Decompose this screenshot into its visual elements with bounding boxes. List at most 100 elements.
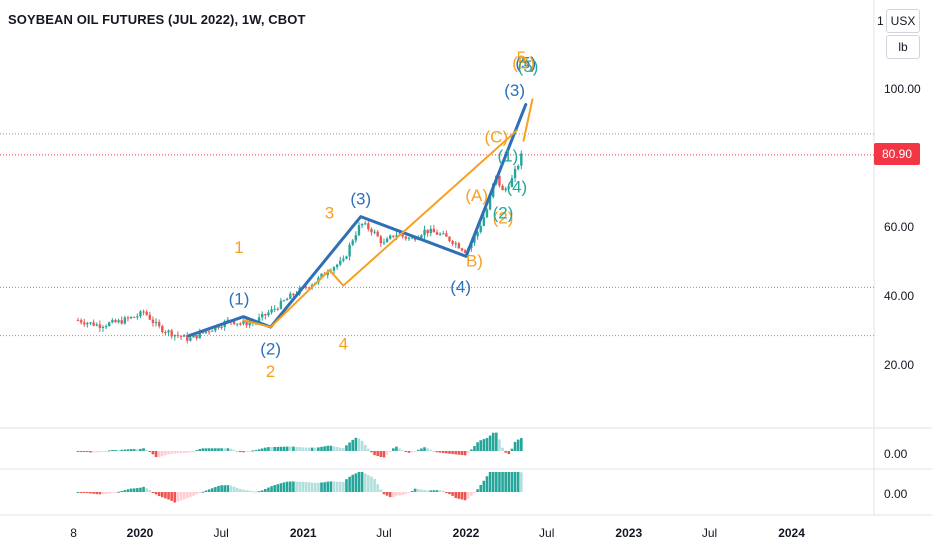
histogram-bar [373,451,376,456]
histogram-bar [104,492,108,494]
histogram-bar [307,447,311,451]
histogram-bar [86,492,89,494]
histogram-bar [516,472,520,492]
candle-body [360,223,364,226]
candle-body [435,232,439,235]
histogram-bar [335,447,339,451]
candle-body [195,335,198,339]
histogram-bar [367,448,370,451]
histogram-bar [204,490,208,492]
candle-body [320,273,323,278]
histogram-bar [229,485,233,492]
histogram-bar [223,485,227,492]
histogram-bar [488,472,492,492]
histogram-bar [479,485,483,492]
candle-body [370,229,373,233]
candle-body [498,175,501,186]
histogram-bar [348,442,351,451]
candle-body [392,235,395,237]
wave-label: (5) [518,57,539,76]
histogram-bar [488,435,492,451]
price-tick-label: 100.00 [884,82,921,96]
candle-body [267,312,270,316]
price-tick-label-clipped: 1 [877,14,884,28]
histogram-bar [385,492,389,496]
histogram-bar [79,492,83,493]
wave-label: (4) [450,278,471,297]
histogram-bar [295,481,298,492]
candle-body [101,326,105,328]
histogram-bar [285,446,289,451]
histogram-bar [98,492,102,495]
histogram-bar [285,481,289,492]
candle-body [382,242,386,244]
candles [76,150,523,344]
histogram-bar [323,446,326,451]
histogram-bar [451,451,454,455]
candle-body [342,258,345,261]
histogram-bar [313,482,317,492]
histogram-bar [516,439,520,451]
histogram-bar [401,450,404,452]
histogram-bar [310,482,314,492]
histogram-bar [176,451,180,454]
candle-body [476,231,479,237]
histogram-bar [239,488,242,492]
histogram-bar [248,490,252,492]
histogram-bar [298,447,301,451]
unit-selector[interactable]: lb [886,35,920,59]
histogram-bar [301,481,305,492]
histogram-bar [395,492,398,496]
candle-body [367,223,370,230]
histogram-bar [463,492,467,501]
candle-body [117,320,120,323]
time-tick-label: 2020 [127,526,154,540]
elliott-wave-line [522,98,534,142]
histogram-bar [270,447,273,451]
histogram-bar [139,487,142,492]
histogram-bar [107,450,111,452]
histogram-bar [267,447,270,451]
candle-body [423,229,426,236]
candle-body [189,337,192,341]
histogram-bar [139,448,142,451]
candle-body [457,243,461,249]
histogram-bar [264,488,267,492]
histogram-bar [495,472,498,492]
histogram-bar [279,446,283,451]
histogram-bar [239,451,242,453]
candle-body [413,237,417,240]
histogram-bar [342,448,345,451]
candle-body [83,322,86,325]
candle-body [142,311,145,313]
histogram-bar [242,451,245,453]
candle-body [282,300,286,302]
histogram-bar [101,451,105,452]
histogram-bar [501,472,504,492]
currency-selector[interactable]: USX [886,9,920,33]
histogram-bar [282,482,286,492]
wave-label: (1) [498,146,519,165]
wave-label: (2) [260,340,281,359]
histogram-bar [466,492,470,499]
candle-body [173,334,176,337]
histogram-bar [320,446,323,451]
histogram-bar [195,492,198,495]
histogram-bar [401,492,404,495]
histogram-bar [92,451,95,453]
histogram-bar [282,446,286,451]
candle-body [76,320,80,322]
time-tick-label: 8 [70,526,77,540]
candle-body [451,241,454,244]
time-tick-label: 2024 [778,526,805,540]
histogram-bar [404,492,408,494]
histogram-bar [438,490,442,492]
candle-body [157,322,161,327]
histogram-bar [292,481,295,492]
histogram-bar [351,474,355,492]
histogram-bar [226,448,230,451]
histogram-bar [120,490,124,492]
histogram-bar [76,492,80,493]
histogram-bar [420,448,423,451]
